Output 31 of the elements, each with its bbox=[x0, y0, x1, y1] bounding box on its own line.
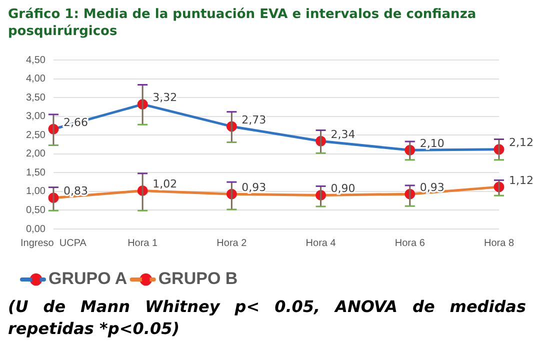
y-tick-label: 0,00 bbox=[26, 224, 46, 235]
y-tick-label: 4,50 bbox=[26, 54, 46, 66]
x-tick-label: Hora 1 bbox=[128, 238, 158, 249]
y-tick-label: 3,50 bbox=[26, 92, 46, 104]
data-label: 0,93 bbox=[420, 180, 444, 194]
data-label: 1,02 bbox=[152, 178, 178, 191]
y-tick-label: 0,50 bbox=[26, 204, 46, 216]
chart-title: Gráfico 1: Media de la puntuación EVA e intervalos de confianza posquirúrgicos bbox=[8, 6, 478, 40]
data-label: 3,32 bbox=[152, 91, 178, 104]
x-tick-label: Hora 4 bbox=[306, 238, 336, 249]
y-tick-label: 3,00 bbox=[26, 111, 46, 122]
data-label: 0,93 bbox=[242, 180, 266, 194]
data-label: 2,10 bbox=[420, 136, 444, 150]
y-tick-label: 2,50 bbox=[26, 130, 46, 141]
x-tick-label: Ingreso UCPA bbox=[20, 238, 87, 249]
y-tick-label: 1,00 bbox=[26, 186, 46, 198]
data-label: 0,90 bbox=[330, 182, 356, 196]
legend-label: GRUPO B bbox=[158, 269, 238, 288]
y-tick-label: 1,50 bbox=[26, 167, 46, 178]
legend-label: GRUPO A bbox=[48, 269, 128, 288]
data-label: 0,83 bbox=[63, 184, 88, 198]
data-label: 1,12 bbox=[509, 174, 533, 187]
y-tick-label: 4,00 bbox=[26, 74, 46, 85]
y-tick-label: 2,00 bbox=[26, 148, 46, 160]
x-tick-label: Hora 8 bbox=[484, 238, 514, 249]
data-label: 2,73 bbox=[242, 113, 266, 126]
x-tick-label: Hora 2 bbox=[216, 238, 248, 249]
data-label: 2,12 bbox=[509, 136, 533, 150]
data-label: 2,34 bbox=[330, 128, 356, 141]
x-tick-label: Hora 6 bbox=[394, 238, 426, 249]
text: (U de Mann Whitney p< 0.05, ANOVA de medidas repetidas *p<0.05) bbox=[8, 296, 526, 340]
